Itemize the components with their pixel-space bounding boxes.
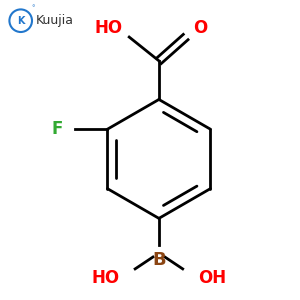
Text: °: ° xyxy=(32,5,35,11)
Text: Kuujia: Kuujia xyxy=(35,14,73,27)
Text: F: F xyxy=(51,120,63,138)
Text: O: O xyxy=(194,19,208,37)
Text: HO: HO xyxy=(94,19,122,37)
Text: HO: HO xyxy=(92,269,119,287)
Text: OH: OH xyxy=(198,269,226,287)
Text: B: B xyxy=(152,251,166,269)
Text: K: K xyxy=(17,16,25,26)
